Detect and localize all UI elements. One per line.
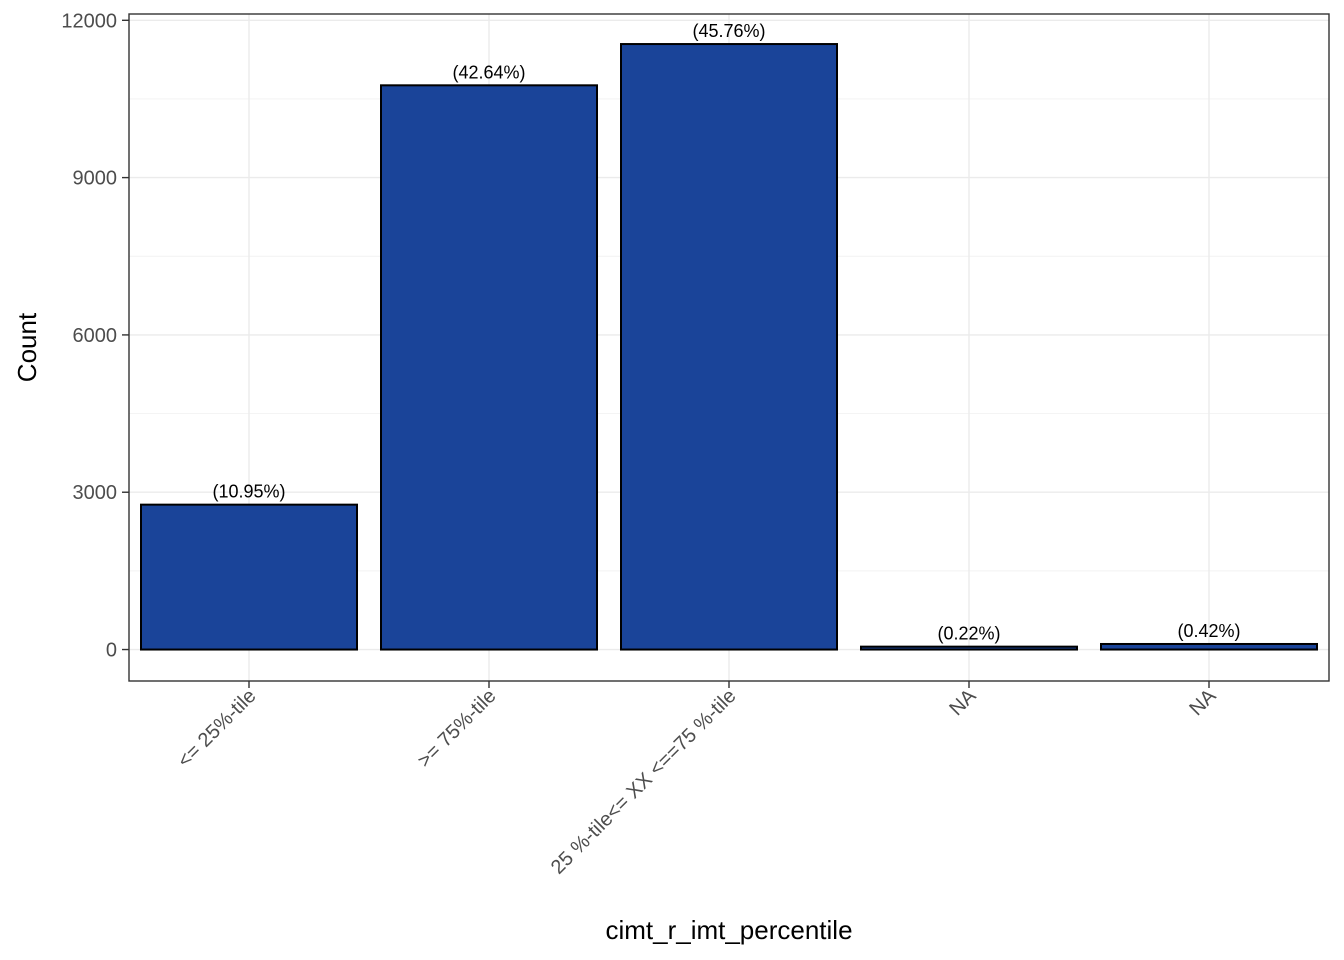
- y-tick-label: 6000: [73, 325, 118, 347]
- x-tick-label: >= 75%-tile: [413, 685, 500, 772]
- x-axis: <= 25%-tile >= 75%-tile 25 %-tile<= XX <==…: [173, 681, 1221, 879]
- data-labels: (10.95%) (42.64%) (45.76%) (0.22%) (0.42%): [212, 21, 1240, 644]
- y-tick-label: 9000: [73, 168, 118, 190]
- x-tick-label: 25 %-tile<= XX <==75 %-tile: [547, 685, 741, 879]
- bars: [140, 43, 1318, 651]
- data-label: (0.42%): [1177, 621, 1240, 641]
- data-label: (42.64%): [452, 62, 525, 82]
- y-axis-title: Count: [12, 312, 42, 382]
- data-label: (45.76%): [692, 21, 765, 41]
- bar: [380, 84, 598, 651]
- bar: [140, 503, 358, 651]
- y-tick-label: 3000: [73, 482, 118, 504]
- y-tick-label: 12000: [61, 10, 117, 32]
- bar: [1100, 642, 1318, 651]
- x-axis-title: cimt_r_imt_percentile: [605, 915, 852, 945]
- x-tick-label: <= 25%-tile: [173, 685, 260, 772]
- data-label: (0.22%): [937, 624, 1000, 644]
- y-axis: 0 3000 6000 9000 12000: [61, 10, 129, 662]
- y-tick-label: 0: [106, 640, 117, 662]
- bar: [620, 43, 838, 651]
- x-tick-label: NA: [945, 685, 981, 721]
- x-tick-label: NA: [1185, 685, 1221, 721]
- data-label: (10.95%): [212, 482, 285, 502]
- bar: [860, 645, 1078, 651]
